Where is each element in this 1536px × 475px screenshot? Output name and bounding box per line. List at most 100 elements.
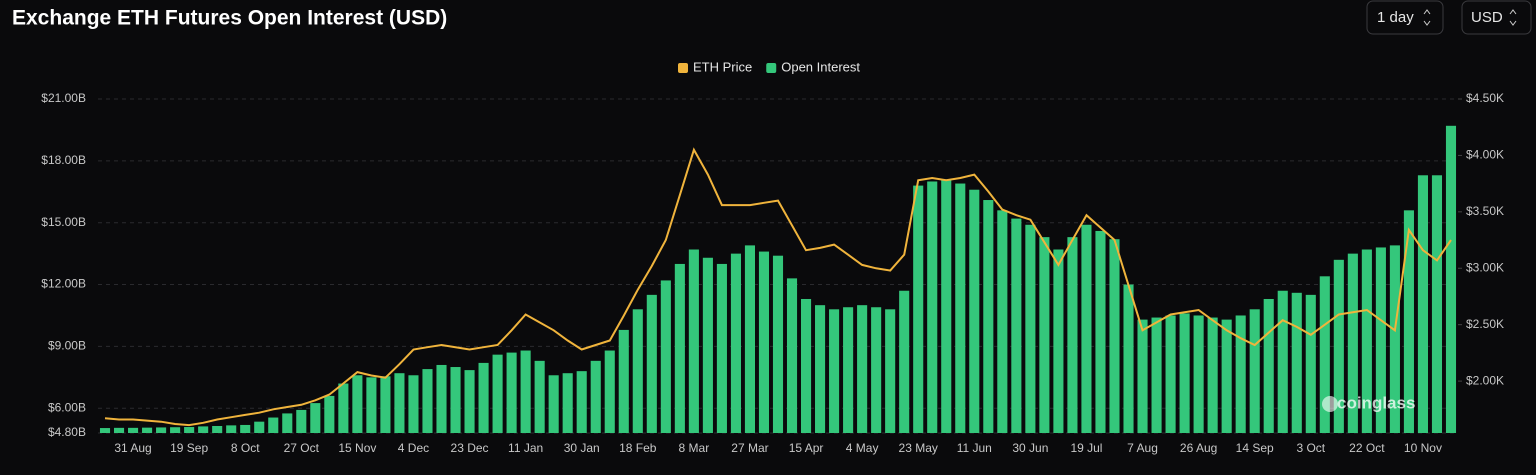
bar: [1235, 315, 1246, 433]
x-tick-label: 4 Dec: [398, 441, 429, 455]
bar: [113, 427, 125, 433]
bar: [815, 305, 826, 433]
bar: [604, 350, 615, 433]
bar: [1403, 210, 1414, 433]
bar: [1193, 315, 1204, 433]
bar: [310, 403, 321, 433]
bar: [1305, 294, 1316, 433]
x-tick-label: 19 Sep: [170, 441, 208, 455]
x-tick-label: 27 Mar: [731, 441, 768, 455]
bar: [913, 185, 924, 433]
bar: [1249, 309, 1260, 433]
x-tick-label: 19 Jul: [1070, 441, 1102, 455]
bar: [730, 253, 741, 433]
bar: [156, 427, 167, 433]
select-arrow: [1423, 9, 1431, 26]
y-tick-label: $21.00B: [41, 91, 86, 105]
y2-tick-label: $3.50K: [1466, 204, 1504, 218]
bar: [366, 377, 377, 433]
select-arrow: [1509, 9, 1517, 26]
legend-swatch: [678, 63, 688, 73]
x-tick-label: 18 Feb: [619, 441, 657, 455]
x-tick-label: 14 Sep: [1236, 441, 1274, 455]
currency-select[interactable]: [1461, 0, 1532, 35]
bar: [885, 309, 896, 433]
bar: [534, 360, 545, 433]
bar: [1277, 290, 1288, 433]
bar: [408, 375, 419, 433]
bar: [618, 329, 629, 433]
x-tick-label: 8 Oct: [231, 441, 260, 455]
bar: [1221, 319, 1232, 433]
y2-tick-label: $4.50K: [1466, 91, 1504, 105]
bar: [464, 370, 475, 433]
bar: [324, 395, 335, 433]
bar: [927, 181, 938, 433]
y2-tick-label: $2.50K: [1466, 317, 1504, 331]
bar: [562, 373, 573, 433]
bar: [688, 249, 699, 433]
bar: [1165, 315, 1176, 433]
x-tick-label: 15 Apr: [789, 441, 824, 455]
x-tick-label: 7 Aug: [1127, 441, 1158, 455]
bar: [646, 294, 657, 433]
bar: [226, 425, 237, 433]
bar: [240, 424, 251, 433]
bar: [941, 179, 952, 433]
bar: [184, 427, 195, 433]
bar: [1431, 175, 1443, 434]
bar: [1333, 259, 1344, 433]
bar: [394, 373, 405, 433]
x-tick-label: 15 Nov: [338, 441, 376, 455]
bar: [282, 413, 293, 433]
bar: [380, 376, 391, 433]
watermark-logo: [1322, 396, 1338, 412]
chart-title: Exchange ETH Futures Open Interest (USD): [12, 7, 447, 30]
legend-label: Open Interest: [781, 59, 860, 74]
bar: [492, 354, 503, 433]
bar: [450, 367, 461, 433]
legend-label: ETH Price: [693, 59, 752, 74]
bar: [296, 409, 307, 433]
bar: [843, 307, 854, 433]
bar: [254, 421, 265, 433]
y-tick-label: $4.80B: [48, 425, 86, 439]
x-tick-label: 4 May: [846, 441, 879, 455]
y2-tick-label: $3.00K: [1466, 260, 1504, 274]
interval-select[interactable]: [1366, 0, 1444, 35]
bar: [772, 255, 784, 433]
bar: [142, 427, 153, 433]
bar: [1347, 253, 1358, 433]
bar: [1081, 224, 1092, 433]
y-tick-label: $6.00B: [48, 400, 86, 414]
x-tick-label: 11 Jun: [957, 441, 992, 455]
bar: [983, 200, 994, 433]
bar: [1095, 230, 1106, 433]
bar: [758, 251, 770, 433]
bar: [268, 417, 279, 433]
y2-tick-label: $2.00K: [1466, 373, 1504, 387]
bar: [800, 298, 812, 433]
x-tick-label: 23 Dec: [451, 441, 489, 455]
bar: [1039, 237, 1050, 433]
bar: [857, 305, 868, 433]
bar: [436, 364, 447, 433]
currency-label[interactable]: USD: [1471, 9, 1503, 26]
bar: [128, 427, 139, 433]
bar: [1123, 284, 1134, 433]
x-tick-label: 31 Aug: [114, 441, 151, 455]
bar: [1053, 249, 1064, 433]
bar: [99, 428, 111, 433]
bar: [1263, 298, 1274, 433]
y-tick-label: $15.00B: [41, 215, 86, 229]
bar: [422, 369, 433, 433]
bar: [1137, 319, 1148, 433]
interval-label[interactable]: 1 day: [1377, 9, 1414, 26]
bar: [871, 307, 882, 433]
bar: [1207, 317, 1218, 433]
bar: [955, 183, 966, 433]
bar: [548, 375, 559, 433]
bar: [352, 375, 363, 433]
